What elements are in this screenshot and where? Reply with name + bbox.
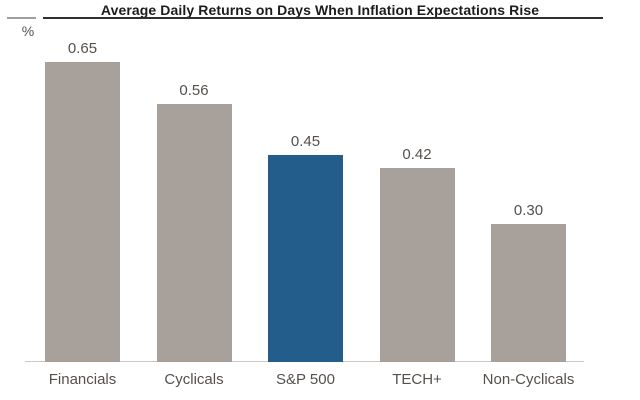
category-label: Cyclicals: [164, 371, 224, 388]
bar-cyclicals: [156, 104, 232, 362]
category-label: Financials: [48, 371, 117, 388]
bar-value-label: 0.45: [290, 133, 321, 150]
category-label: TECH+: [392, 371, 442, 388]
bar-financials: [45, 62, 120, 362]
bar-tech-: [379, 168, 455, 362]
category-label: S&P 500: [276, 371, 335, 388]
title-underline: [43, 17, 603, 19]
chart-title: Average Daily Returns on Days When Infla…: [100, 2, 540, 18]
bar-value-label: 0.56: [179, 82, 209, 99]
bar-value-label: 0.30: [513, 202, 544, 219]
y-axis-unit-label: %: [21, 23, 35, 39]
y-axis-top-tick: [7, 17, 36, 19]
bar-value-label: 0.42: [402, 146, 432, 163]
bar-value-label: 0.65: [67, 40, 98, 57]
category-label: Non-Cyclicals: [482, 371, 575, 388]
bar-non-cyclicals: [491, 224, 566, 362]
bar-s-p-500: [268, 155, 343, 362]
